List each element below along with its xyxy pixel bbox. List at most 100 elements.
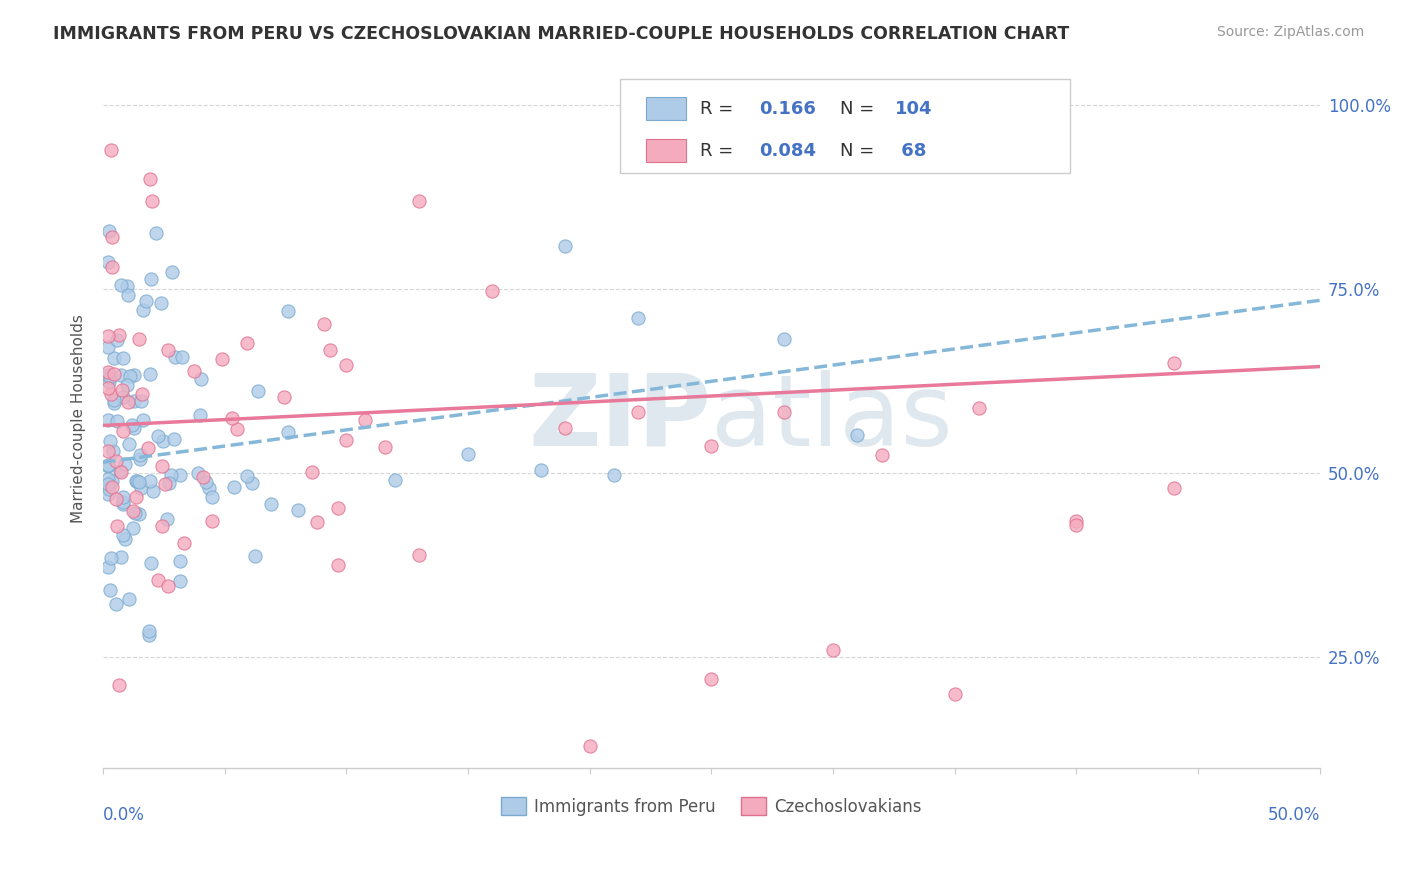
Point [222, 480, 245, 494]
Text: atlas: atlas [711, 369, 953, 467]
Point [700, 673, 723, 687]
Point [122, 521, 145, 535]
Point [141, 557, 163, 571]
Point [163, 350, 186, 364]
Point [97, 376, 120, 390]
Point [157, 475, 180, 490]
Point [319, 343, 342, 358]
Point [100, 387, 122, 401]
FancyBboxPatch shape [645, 97, 686, 120]
Point [100, 550, 122, 565]
Point [112, 390, 135, 404]
Text: 50.0%: 50.0% [1267, 806, 1320, 824]
Point [305, 515, 328, 529]
Point [132, 413, 155, 427]
Point [128, 332, 150, 346]
Point [105, 491, 128, 506]
Point [98, 582, 121, 597]
Point [103, 367, 125, 381]
FancyBboxPatch shape [620, 79, 1070, 173]
Point [211, 352, 233, 367]
Point [554, 420, 576, 434]
Point [160, 467, 183, 482]
Point [105, 414, 128, 428]
Point [125, 491, 148, 505]
Point [139, 367, 162, 381]
Point [118, 437, 141, 451]
Point [314, 317, 336, 331]
Point [142, 484, 165, 499]
Point [120, 369, 142, 384]
Point [967, 401, 990, 415]
Text: R =: R = [700, 100, 740, 118]
Point [124, 506, 146, 520]
Point [110, 550, 132, 565]
Point [301, 465, 323, 479]
Point [101, 229, 124, 244]
Point [277, 425, 299, 439]
Point [97, 255, 120, 269]
Point [97, 458, 120, 473]
Point [273, 390, 295, 404]
Point [97, 472, 120, 486]
Point [101, 481, 124, 495]
Point [117, 288, 139, 302]
Point [110, 465, 132, 479]
Point [114, 532, 136, 546]
Point [97, 340, 120, 354]
Point [846, 428, 869, 442]
Point [328, 501, 350, 516]
Point [157, 579, 180, 593]
Point [287, 503, 309, 517]
Point [169, 554, 191, 568]
Point [627, 310, 650, 325]
Point [169, 467, 191, 482]
Point [235, 469, 257, 483]
Point [335, 433, 357, 447]
Point [138, 628, 160, 642]
Point [150, 518, 173, 533]
Point [190, 408, 212, 422]
Point [1066, 515, 1088, 529]
Point [103, 396, 125, 410]
Point [121, 417, 143, 432]
Point [221, 411, 243, 425]
Point [138, 624, 160, 638]
Text: IMMIGRANTS FROM PERU VS CZECHOSLOVAKIAN MARRIED-COUPLE HOUSEHOLDS CORRELATION CH: IMMIGRANTS FROM PERU VS CZECHOSLOVAKIAN … [53, 25, 1070, 43]
Point [97, 224, 120, 238]
Point [245, 549, 267, 563]
Point [103, 393, 125, 408]
Point [105, 454, 128, 468]
Point [201, 490, 224, 504]
Point [97, 413, 120, 427]
Point [150, 458, 173, 473]
Text: 68: 68 [896, 142, 927, 160]
Point [112, 351, 135, 365]
Text: R =: R = [700, 142, 740, 160]
Point [172, 350, 194, 364]
Point [117, 395, 139, 409]
Point [259, 497, 281, 511]
Y-axis label: Married-couple Households: Married-couple Households [72, 314, 86, 523]
Point [108, 677, 131, 691]
Point [105, 333, 128, 347]
Point [943, 687, 966, 701]
Point [627, 405, 650, 419]
Point [111, 497, 134, 511]
Point [335, 358, 357, 372]
Point [328, 558, 350, 573]
Point [157, 343, 180, 358]
Point [240, 475, 263, 490]
Point [457, 447, 479, 461]
Point [236, 335, 259, 350]
Point [114, 457, 136, 471]
Point [773, 332, 796, 346]
Point [103, 444, 125, 458]
Point [554, 239, 576, 253]
Point [122, 394, 145, 409]
Point [197, 482, 219, 496]
Text: Source: ZipAtlas.com: Source: ZipAtlas.com [1216, 25, 1364, 39]
Legend: Immigrants from Peru, Czechoslovakians: Immigrants from Peru, Czechoslovakians [495, 791, 928, 822]
Point [183, 364, 205, 378]
Point [97, 444, 120, 458]
